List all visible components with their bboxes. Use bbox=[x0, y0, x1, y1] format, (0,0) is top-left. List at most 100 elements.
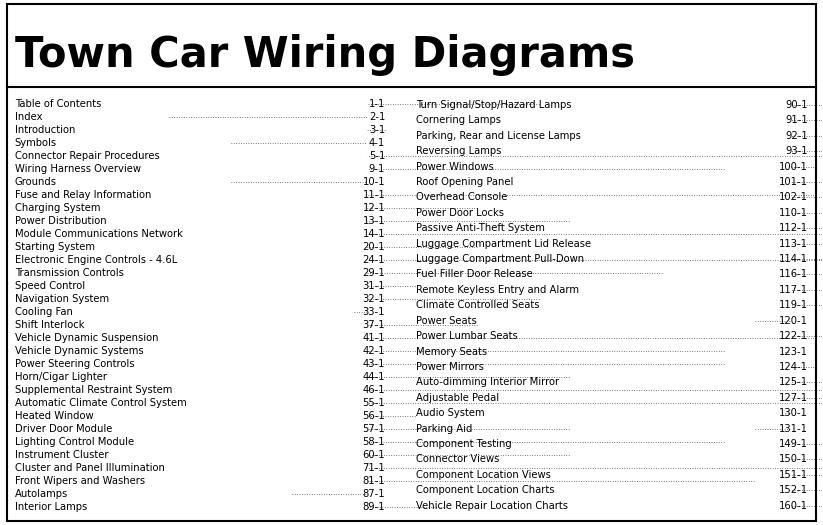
Text: 112-1: 112-1 bbox=[779, 223, 808, 233]
Text: 12-1: 12-1 bbox=[362, 203, 385, 213]
Text: Wiring Harness Overview: Wiring Harness Overview bbox=[15, 164, 141, 174]
Text: Instrument Cluster: Instrument Cluster bbox=[15, 450, 109, 460]
Text: Horn/Cigar Lighter: Horn/Cigar Lighter bbox=[15, 372, 107, 382]
Text: 42-1: 42-1 bbox=[363, 346, 385, 356]
Text: 31-1: 31-1 bbox=[363, 281, 385, 291]
Text: 14-1: 14-1 bbox=[363, 229, 385, 239]
Text: Vehicle Dynamic Systems: Vehicle Dynamic Systems bbox=[15, 346, 143, 356]
Text: Town Car Wiring Diagrams: Town Car Wiring Diagrams bbox=[15, 34, 635, 76]
Text: 71-1: 71-1 bbox=[362, 463, 385, 473]
Text: Grounds: Grounds bbox=[15, 177, 57, 187]
Text: 55-1: 55-1 bbox=[362, 398, 385, 408]
Text: Vehicle Repair Location Charts: Vehicle Repair Location Charts bbox=[416, 501, 568, 511]
Text: 91-1: 91-1 bbox=[785, 116, 808, 125]
Text: Power Seats: Power Seats bbox=[416, 316, 477, 326]
Text: 32-1: 32-1 bbox=[363, 294, 385, 304]
Text: Electronic Engine Controls - 4.6L: Electronic Engine Controls - 4.6L bbox=[15, 255, 177, 265]
Text: Speed Control: Speed Control bbox=[15, 281, 85, 291]
Text: Symbols: Symbols bbox=[15, 138, 57, 148]
Text: Component Location Views: Component Location Views bbox=[416, 470, 551, 480]
Text: 20-1: 20-1 bbox=[363, 242, 385, 252]
Text: 110-1: 110-1 bbox=[779, 208, 808, 218]
Text: 81-1: 81-1 bbox=[363, 476, 385, 486]
Text: 60-1: 60-1 bbox=[363, 450, 385, 460]
Text: 29-1: 29-1 bbox=[362, 268, 385, 278]
Text: 46-1: 46-1 bbox=[363, 385, 385, 395]
Text: 90-1: 90-1 bbox=[786, 100, 808, 110]
Text: 124-1: 124-1 bbox=[779, 362, 808, 372]
Text: 92-1: 92-1 bbox=[785, 131, 808, 141]
Text: Introduction: Introduction bbox=[15, 124, 75, 134]
Text: Power Distribution: Power Distribution bbox=[15, 216, 106, 226]
Text: 114-1: 114-1 bbox=[779, 254, 808, 264]
Text: 151-1: 151-1 bbox=[779, 470, 808, 480]
Text: 125-1: 125-1 bbox=[779, 377, 808, 387]
Text: Luggage Compartment Lid Release: Luggage Compartment Lid Release bbox=[416, 238, 591, 249]
Text: Reversing Lamps: Reversing Lamps bbox=[416, 146, 501, 156]
Text: 113-1: 113-1 bbox=[779, 238, 808, 249]
Text: 123-1: 123-1 bbox=[779, 346, 808, 356]
Text: 89-1: 89-1 bbox=[363, 502, 385, 512]
Text: 149-1: 149-1 bbox=[779, 439, 808, 449]
Text: Parking, Rear and License Lamps: Parking, Rear and License Lamps bbox=[416, 131, 580, 141]
Text: Connector Repair Procedures: Connector Repair Procedures bbox=[15, 151, 160, 161]
Text: 41-1: 41-1 bbox=[363, 333, 385, 343]
Text: Component Location Charts: Component Location Charts bbox=[416, 485, 554, 495]
Text: 101-1: 101-1 bbox=[779, 177, 808, 187]
Text: 117-1: 117-1 bbox=[779, 285, 808, 295]
Text: Cornering Lamps: Cornering Lamps bbox=[416, 116, 500, 125]
Text: Luggage Compartment Pull-Down: Luggage Compartment Pull-Down bbox=[416, 254, 584, 264]
Text: 152-1: 152-1 bbox=[779, 485, 808, 495]
Text: Component Testing: Component Testing bbox=[416, 439, 511, 449]
Text: Roof Opening Panel: Roof Opening Panel bbox=[416, 177, 513, 187]
Text: Audio System: Audio System bbox=[416, 408, 484, 418]
Text: Autolamps: Autolamps bbox=[15, 489, 68, 499]
Text: 127-1: 127-1 bbox=[779, 393, 808, 403]
Text: Automatic Climate Control System: Automatic Climate Control System bbox=[15, 398, 187, 408]
Text: Transmission Controls: Transmission Controls bbox=[15, 268, 123, 278]
Text: Module Communications Network: Module Communications Network bbox=[15, 229, 183, 239]
Text: Power Steering Controls: Power Steering Controls bbox=[15, 359, 134, 369]
Text: 56-1: 56-1 bbox=[362, 411, 385, 421]
Text: Supplemental Restraint System: Supplemental Restraint System bbox=[15, 385, 172, 395]
Text: Front Wipers and Washers: Front Wipers and Washers bbox=[15, 476, 145, 486]
Text: Remote Keyless Entry and Alarm: Remote Keyless Entry and Alarm bbox=[416, 285, 579, 295]
Text: 116-1: 116-1 bbox=[779, 269, 808, 279]
Text: 57-1: 57-1 bbox=[362, 424, 385, 434]
Text: Power Door Locks: Power Door Locks bbox=[416, 208, 504, 218]
Text: Heated Window: Heated Window bbox=[15, 411, 94, 421]
Text: Cluster and Panel Illumination: Cluster and Panel Illumination bbox=[15, 463, 165, 473]
Text: 24-1: 24-1 bbox=[363, 255, 385, 265]
Text: Climate Controlled Seats: Climate Controlled Seats bbox=[416, 300, 539, 310]
Text: 58-1: 58-1 bbox=[363, 437, 385, 447]
Text: Power Lumbar Seats: Power Lumbar Seats bbox=[416, 331, 518, 341]
Text: 119-1: 119-1 bbox=[779, 300, 808, 310]
Text: Index: Index bbox=[15, 112, 42, 122]
Text: Charging System: Charging System bbox=[15, 203, 100, 213]
Text: 37-1: 37-1 bbox=[363, 320, 385, 330]
Text: 87-1: 87-1 bbox=[363, 489, 385, 499]
Text: Shift Interlock: Shift Interlock bbox=[15, 320, 84, 330]
Text: 11-1: 11-1 bbox=[362, 190, 385, 200]
Text: Fuse and Relay Information: Fuse and Relay Information bbox=[15, 190, 151, 200]
Text: Vehicle Dynamic Suspension: Vehicle Dynamic Suspension bbox=[15, 333, 158, 343]
Text: 9-1: 9-1 bbox=[369, 164, 385, 174]
Text: Connector Views: Connector Views bbox=[416, 455, 499, 465]
Text: Starting System: Starting System bbox=[15, 242, 95, 252]
Text: 100-1: 100-1 bbox=[779, 162, 808, 172]
Text: 2-1: 2-1 bbox=[369, 112, 385, 122]
Text: 102-1: 102-1 bbox=[779, 192, 808, 202]
Text: Table of Contents: Table of Contents bbox=[15, 99, 101, 109]
Text: 93-1: 93-1 bbox=[786, 146, 808, 156]
Text: Navigation System: Navigation System bbox=[15, 294, 109, 304]
Text: 120-1: 120-1 bbox=[779, 316, 808, 326]
Text: Auto-dimming Interior Mirror: Auto-dimming Interior Mirror bbox=[416, 377, 559, 387]
Text: Turn Signal/Stop/Hazard Lamps: Turn Signal/Stop/Hazard Lamps bbox=[416, 100, 571, 110]
Text: 10-1: 10-1 bbox=[363, 177, 385, 187]
Text: Power Windows: Power Windows bbox=[416, 162, 493, 172]
Text: Power Mirrors: Power Mirrors bbox=[416, 362, 483, 372]
Text: Cooling Fan: Cooling Fan bbox=[15, 307, 72, 317]
Text: 122-1: 122-1 bbox=[779, 331, 808, 341]
Text: Lighting Control Module: Lighting Control Module bbox=[15, 437, 134, 447]
Text: Parking Aid: Parking Aid bbox=[416, 424, 472, 434]
